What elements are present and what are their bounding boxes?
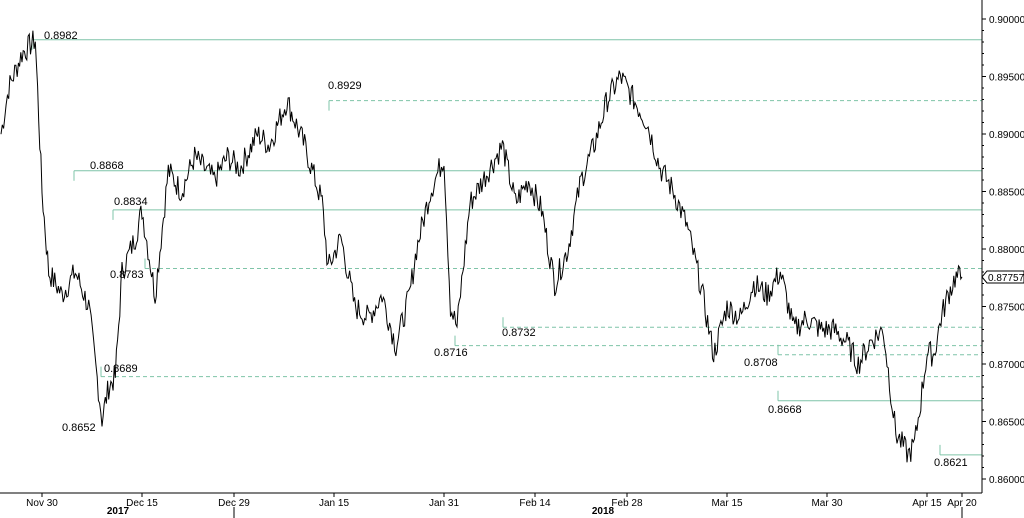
level-label: 0.8732 [502, 327, 536, 339]
year-label: 2018 [592, 506, 615, 517]
level-label: 0.8783 [110, 269, 144, 281]
x-tick-label: Nov 30 [26, 498, 58, 509]
level-label: 0.8708 [744, 357, 778, 369]
y-tick-label: 0.89000 [989, 130, 1024, 141]
level-label: 0.8929 [328, 80, 362, 92]
x-tick-label: Jan 15 [319, 498, 349, 509]
x-axis: Nov 30 Dec 15 Dec 29 Jan 15 Jan 31 Feb 14 Feb … [0, 492, 982, 518]
y-tick-label: 0.87500 [989, 303, 1024, 314]
x-tick-label: Dec 29 [218, 498, 250, 509]
y-tick-label: 0.89500 [989, 73, 1024, 84]
last-value-marker [981, 270, 1024, 284]
level-label: 0.8716 [434, 347, 468, 359]
x-tick-label: Jan 31 [429, 498, 459, 509]
x-tick-label: Mar 15 [711, 498, 743, 509]
x-tick-label: Dec 15 [126, 498, 158, 509]
y-tick-label: 0.88500 [989, 188, 1024, 199]
level-label: 0.8652 [62, 422, 96, 434]
y-tick-label: 0.86000 [989, 475, 1024, 486]
x-tick-label: Apr 20 [947, 498, 977, 509]
y-axis: 0.86000 0.86500 0.87000 0.87500 0.88000 0.885… [981, 0, 1024, 493]
level-label: 0.8668 [768, 404, 802, 416]
last-value-label: 0.87757 [988, 273, 1024, 284]
y-tick-label: 0.86500 [989, 418, 1024, 429]
level-label: 0.8689 [104, 363, 138, 375]
level-lines [31, 39, 982, 456]
x-tick-label: Feb 28 [611, 498, 643, 509]
x-tick-label: Mar 30 [811, 498, 843, 509]
level-label: 0.8982 [44, 30, 78, 42]
year-label: 2017 [107, 506, 130, 517]
level-label: 0.8621 [934, 457, 968, 469]
level-label: 0.8834 [114, 196, 148, 208]
y-tick-label: 0.88000 [989, 245, 1024, 256]
x-tick-label: Apr 15 [912, 498, 942, 509]
level-labels: 0.8982 0.8929 0.8868 0.8834 0.8783 0.8732 0.87… [44, 30, 968, 469]
y-tick-label: 0.87000 [989, 360, 1024, 371]
x-tick-label: Feb 14 [519, 498, 551, 509]
y-tick-label: 0.90000 [989, 15, 1024, 26]
level-label: 0.8868 [90, 160, 124, 172]
price-series-line [0, 30, 963, 463]
